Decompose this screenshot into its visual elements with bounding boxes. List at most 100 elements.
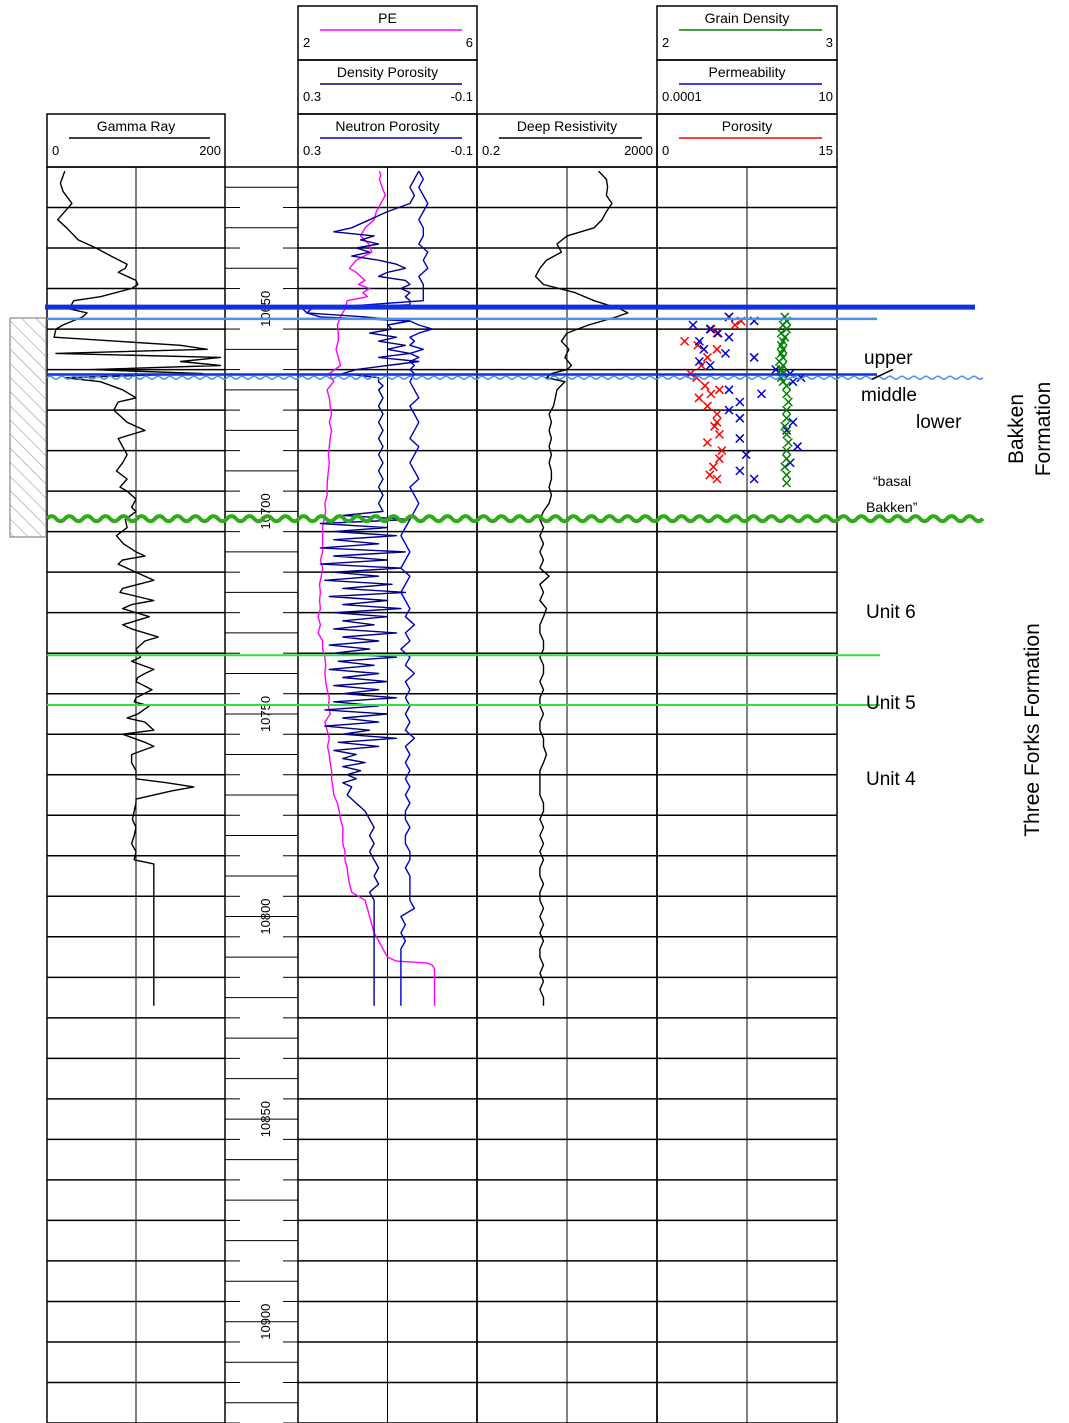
core-porosity-point xyxy=(705,470,715,480)
core-porosity-point xyxy=(702,352,712,362)
core-grain-density-point xyxy=(782,413,792,423)
core-porosity-point xyxy=(714,385,724,395)
core-porosity-point xyxy=(712,417,722,427)
core-porosity-point xyxy=(717,446,727,456)
core-grain-density-point xyxy=(782,454,792,464)
core-grain-density-point xyxy=(782,446,792,456)
core-grain-density-point xyxy=(782,478,792,488)
neutron-porosity-curve xyxy=(306,170,433,1006)
core-interval-hatch xyxy=(9,317,47,538)
scale-min: 0.0001 xyxy=(662,89,702,104)
scale-max: 10 xyxy=(819,89,833,104)
three-forks-top xyxy=(45,514,985,524)
core-porosity-point xyxy=(706,389,716,399)
core-permeability-point xyxy=(724,405,734,415)
basal-bakken-top xyxy=(46,375,984,380)
core-grain-density-point xyxy=(782,389,792,399)
depth-label: 10800 xyxy=(258,898,273,934)
log-curves xyxy=(53,170,629,1006)
core-grain-density-point xyxy=(782,405,792,415)
core-permeability-point xyxy=(720,348,731,358)
core-grain-density-point xyxy=(783,437,793,448)
core-interval-box xyxy=(9,317,47,538)
zone-labels: upper middle lower “basal Bakken” Unit 6 Unit … xyxy=(861,348,1055,837)
gamma-ray-curve xyxy=(53,170,222,1006)
track-headers: Gamma Ray 0 200 Neutron Porosity 0.3 -0.1 Dens… xyxy=(46,5,838,168)
zone-label-basal: “basal xyxy=(873,473,911,489)
core-porosity-point xyxy=(710,421,720,431)
zone-label-lower: lower xyxy=(916,412,962,433)
core-grain-density-point xyxy=(780,421,790,431)
core-permeability-point xyxy=(724,332,734,342)
core-permeability-point xyxy=(735,466,745,476)
curve-name: Permeability xyxy=(708,64,785,80)
core-permeability-point xyxy=(735,413,745,423)
scale-min: 0.3 xyxy=(303,89,321,104)
pe-curve xyxy=(317,170,436,1006)
core-grain-density-point xyxy=(782,429,792,439)
core-permeability-point xyxy=(735,397,745,407)
header-box xyxy=(297,5,478,61)
curve-name: Gamma Ray xyxy=(97,118,176,134)
core-permeability-point xyxy=(705,360,715,371)
zone-label-middle: middle xyxy=(861,385,917,406)
scale-max: 3 xyxy=(826,35,833,50)
core-porosity-point xyxy=(708,462,718,472)
scale-min: 0.3 xyxy=(303,143,321,158)
core-porosity-point xyxy=(714,429,724,439)
core-porosity-point xyxy=(680,336,690,346)
scale-min: 0 xyxy=(662,143,669,158)
header-box xyxy=(656,5,838,61)
scale-min: 2 xyxy=(303,35,310,50)
core-porosity-point xyxy=(694,393,704,403)
depth-label: 10750 xyxy=(258,696,273,732)
curve-name: Neutron Porosity xyxy=(335,118,439,134)
curve-name: Grain Density xyxy=(705,10,790,26)
zone-label-unit5: Unit 5 xyxy=(866,693,916,714)
depth-label: 10900 xyxy=(258,1304,273,1340)
core-permeability-point xyxy=(724,385,734,395)
scale-max: 200 xyxy=(199,143,221,158)
core-porosity-point xyxy=(714,454,724,464)
scale-min: 0 xyxy=(52,143,59,158)
core-permeability-point xyxy=(749,352,759,362)
core-grain-density-point xyxy=(782,381,792,391)
curve-name: PE xyxy=(378,10,397,26)
depth-label: 10700 xyxy=(258,493,273,529)
zone-label-upper: upper xyxy=(864,348,913,369)
core-permeability-point xyxy=(735,433,745,443)
core-permeability-point xyxy=(741,450,751,460)
core-permeability-point xyxy=(699,344,709,354)
curve-name: Porosity xyxy=(722,118,773,134)
core-porosity-point xyxy=(730,320,740,330)
core-points xyxy=(680,312,806,488)
scale-max: -0.1 xyxy=(451,143,473,158)
header-box xyxy=(46,113,226,168)
density-porosity-curve xyxy=(301,170,420,1006)
scale-max: 15 xyxy=(819,143,833,158)
zone-label-basal-2: Bakken” xyxy=(866,499,918,515)
core-permeability-point xyxy=(694,356,704,367)
core-permeability-point xyxy=(749,474,759,484)
scale-min: 0.2 xyxy=(482,143,500,158)
formation-label-bakken-2: Formation xyxy=(1032,382,1055,477)
core-permeability-point xyxy=(705,324,715,334)
core-permeability-point xyxy=(688,320,698,330)
core-porosity-point xyxy=(712,474,722,484)
curve-name: Density Porosity xyxy=(337,64,438,80)
core-permeability-point xyxy=(788,417,798,427)
zone-label-unit6: Unit 6 xyxy=(866,602,916,623)
formation-label-three-forks: Three Forks Formation xyxy=(1021,623,1044,837)
formation-label-bakken: Bakken xyxy=(1005,394,1028,464)
core-porosity-point xyxy=(702,401,712,411)
scale-max: 6 xyxy=(466,35,473,50)
core-porosity-point xyxy=(712,344,722,354)
core-permeability-point xyxy=(713,328,723,338)
deep-resistivity-curve xyxy=(534,170,629,1006)
core-permeability-point xyxy=(756,389,767,399)
scale-max: -0.1 xyxy=(451,89,473,104)
formation-markers xyxy=(45,304,985,707)
core-grain-density-point xyxy=(783,397,793,407)
lower-leader xyxy=(871,368,894,380)
